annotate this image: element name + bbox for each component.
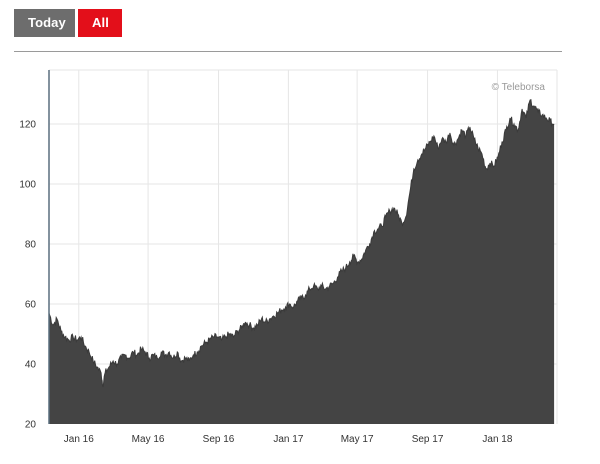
y-tick-label: 80	[25, 240, 37, 251]
y-tick-label: 100	[19, 180, 36, 191]
x-tick-label: Sep 17	[412, 434, 444, 445]
price-chart: 20 40 60 80 100 120 Jan 16 May 16 Sep 16 Jan 17 M…	[19, 69, 558, 445]
range-tabs: Today All	[14, 9, 122, 37]
x-tick-label: Sep 16	[203, 434, 235, 445]
x-tick-label: Jan 18	[482, 434, 512, 445]
x-tick-label: Jan 17	[273, 434, 303, 445]
chart-grid	[49, 69, 558, 424]
x-tick-label: Jan 16	[64, 434, 94, 445]
x-axis-ticks: Jan 16 May 16 Sep 16 Jan 17 May 17 Sep 17 Jan …	[64, 434, 513, 445]
x-tick-label: May 16	[132, 434, 165, 445]
y-axis-ticks: 20 40 60 80 100 120	[19, 120, 36, 431]
x-tick-label: May 17	[341, 434, 374, 445]
series-line	[48, 99, 555, 388]
tab-all[interactable]: All	[78, 9, 122, 37]
header-divider	[14, 51, 562, 52]
y-tick-label: 120	[19, 120, 36, 131]
y-tick-label: 40	[25, 360, 37, 371]
y-tick-label: 20	[25, 420, 37, 431]
y-tick-label: 60	[25, 300, 37, 311]
chart-credit: © Teleborsa	[492, 82, 546, 93]
tab-today[interactable]: Today	[14, 9, 75, 37]
series-area	[49, 99, 555, 424]
